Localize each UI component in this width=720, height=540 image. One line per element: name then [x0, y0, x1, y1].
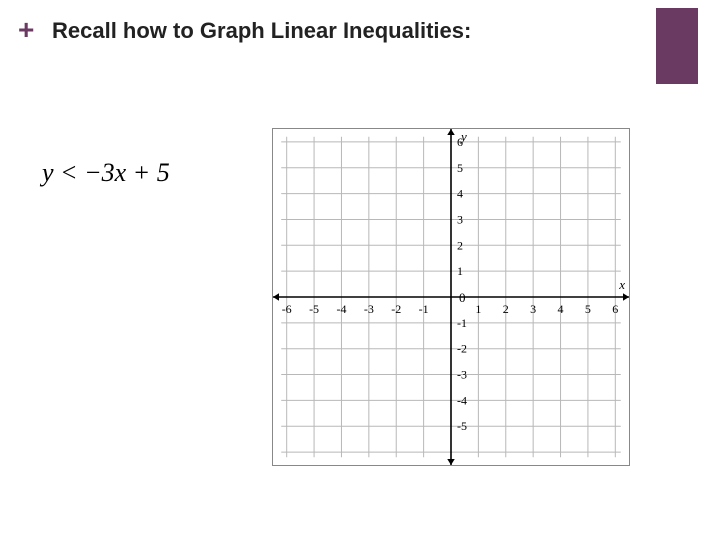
- svg-text:4: 4: [457, 187, 463, 201]
- svg-text:-2: -2: [457, 342, 467, 356]
- inequality-formula: y < −3x + 5: [42, 158, 170, 188]
- svg-text:-5: -5: [457, 419, 467, 433]
- svg-text:-2: -2: [391, 302, 401, 316]
- svg-text:y: y: [459, 129, 467, 144]
- slide: + Recall how to Graph Linear Inequalitie…: [0, 0, 720, 540]
- svg-text:2: 2: [457, 238, 463, 252]
- svg-text:-6: -6: [282, 302, 292, 316]
- svg-text:1: 1: [457, 264, 463, 278]
- svg-text:5: 5: [585, 302, 591, 316]
- svg-text:-1: -1: [457, 316, 467, 330]
- svg-text:-4: -4: [457, 393, 467, 407]
- plus-icon: +: [18, 14, 34, 46]
- svg-text:-3: -3: [364, 302, 374, 316]
- svg-text:-5: -5: [309, 302, 319, 316]
- accent-bar: [656, 8, 698, 84]
- svg-text:x: x: [618, 277, 625, 292]
- svg-text:6: 6: [612, 302, 618, 316]
- svg-text:3: 3: [457, 212, 463, 226]
- svg-text:0: 0: [459, 290, 466, 305]
- slide-title: Recall how to Graph Linear Inequalities:: [52, 18, 471, 44]
- coordinate-grid: -6-5-4-3-2-10123456-5-4-3-2-1123456xy: [272, 128, 630, 466]
- svg-text:2: 2: [503, 302, 509, 316]
- svg-text:1: 1: [475, 302, 481, 316]
- svg-text:-1: -1: [419, 302, 429, 316]
- svg-text:5: 5: [457, 161, 463, 175]
- svg-text:-3: -3: [457, 368, 467, 382]
- svg-text:4: 4: [558, 302, 564, 316]
- svg-text:3: 3: [530, 302, 536, 316]
- svg-text:-4: -4: [336, 302, 346, 316]
